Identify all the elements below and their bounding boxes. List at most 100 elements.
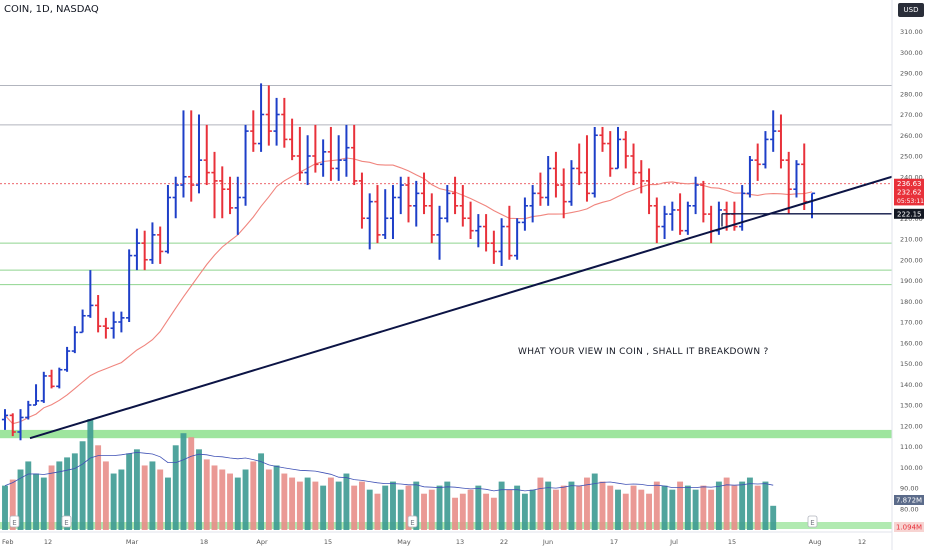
price-label-bg [894,195,924,206]
ohlc-bar [405,176,412,223]
ohlc-bar [428,193,435,244]
x-tick-label: May [397,538,411,546]
volume-bar [312,481,319,530]
volume-bar [335,481,342,530]
earnings-marker [807,515,818,528]
ohlc-bar [614,126,622,170]
volume-bar [746,477,753,530]
volume-bar [250,461,257,530]
volume-bar [436,485,443,530]
ohlc-bar [56,367,63,389]
volume-bar [754,485,761,530]
y-tick-label: 290.00 [900,70,923,78]
support-zone [0,429,892,439]
volume-bar [413,481,420,530]
time-axis: Feb 12 Mar 18 Apr 15 May 13 22 Jun 17 Jul 15 Aug 12 [0,531,892,546]
volume-bar [296,481,303,530]
ohlc-bar [576,143,583,186]
volume-bar [242,469,249,530]
volume-bar [188,437,195,530]
ohlc-bar [545,156,552,206]
volume-bar [584,477,590,530]
volume-bar [366,489,373,530]
ohlc-bar [754,143,761,181]
ohlc-bar [102,317,109,339]
ohlc-bar [591,126,598,198]
volume-bar [374,493,381,530]
ohlc-bar [273,97,280,146]
price-label: 222.15 [897,210,922,218]
axis-background [892,0,932,550]
ohlc-bar [537,172,544,206]
ohlc-bar [110,311,117,339]
volume-bar [265,469,272,530]
volume-bar [498,481,505,530]
ohlc-bar [529,185,536,223]
ohlc-bar [583,135,591,202]
ohlc-bar [708,205,715,244]
symbol-header[interactable]: COIN, 1D, NASDAQ [4,4,99,15]
ohlc-bar [157,226,164,264]
ohlc-bar [366,193,373,250]
ohlc-bar [87,270,94,318]
ohlc-layer [1,83,816,441]
ohlc-bar [219,166,226,219]
volume-bar [459,493,466,530]
x-tick-label: 12 [858,538,866,546]
earnings-marker-label: E [12,519,16,527]
volume-bar [630,485,637,530]
volume-bar [537,477,544,530]
ohlc-bar [762,131,769,169]
volume-bar [599,481,606,530]
volume-bar [467,489,474,530]
y-tick-label: 300.00 [900,49,923,57]
volume-bar [133,449,140,530]
ohlc-bar [79,309,86,334]
volume-bar [25,461,32,530]
ohlc-bar [226,176,234,215]
ohlc-bar [444,185,451,223]
volume-bar [327,477,334,530]
ohlc-bar [451,176,459,215]
volume-bar [576,485,583,530]
volume-bar [165,477,171,530]
ohlc-bar [700,180,707,223]
y-tick-label: 310.00 [900,28,923,36]
y-tick-label: 140.00 [900,381,923,389]
volume-bar [506,489,513,530]
ohlc-bar [746,156,754,198]
volume-bar [17,469,24,530]
volume-bar [102,461,109,530]
volume-bar [126,453,133,530]
volume-bar [715,481,722,530]
ohlc-bar [770,110,777,152]
ohlc-bar [149,222,156,264]
volume-bar [669,489,676,530]
volume-bar [141,465,148,530]
volume-bar [521,493,528,530]
volume-bar [351,485,358,530]
volume-bar [258,453,265,530]
ohlc-bar [560,168,567,219]
ohlc-bar [475,214,482,248]
volume-bar [684,485,691,530]
price-label: 05:53:11 [897,198,924,205]
ohlc-bar [265,85,272,146]
ohlc-bar [808,192,816,219]
ohlc-bar [32,384,40,406]
grid-layer [0,84,892,286]
ohlc-bar [552,151,560,198]
x-tick-label: Mar [126,538,139,546]
ohlc-bar [482,214,490,252]
y-tick-label: 180.00 [900,298,923,306]
volume-label-bg [894,495,924,505]
volume-bar [762,481,769,530]
ohlc-bar [669,201,676,231]
ohlc-bar [653,197,660,244]
volume-bar [40,477,47,530]
price-label: 232.62 [897,189,922,197]
currency-badge[interactable]: USD [898,3,924,17]
x-tick-label: Apr [256,538,268,546]
